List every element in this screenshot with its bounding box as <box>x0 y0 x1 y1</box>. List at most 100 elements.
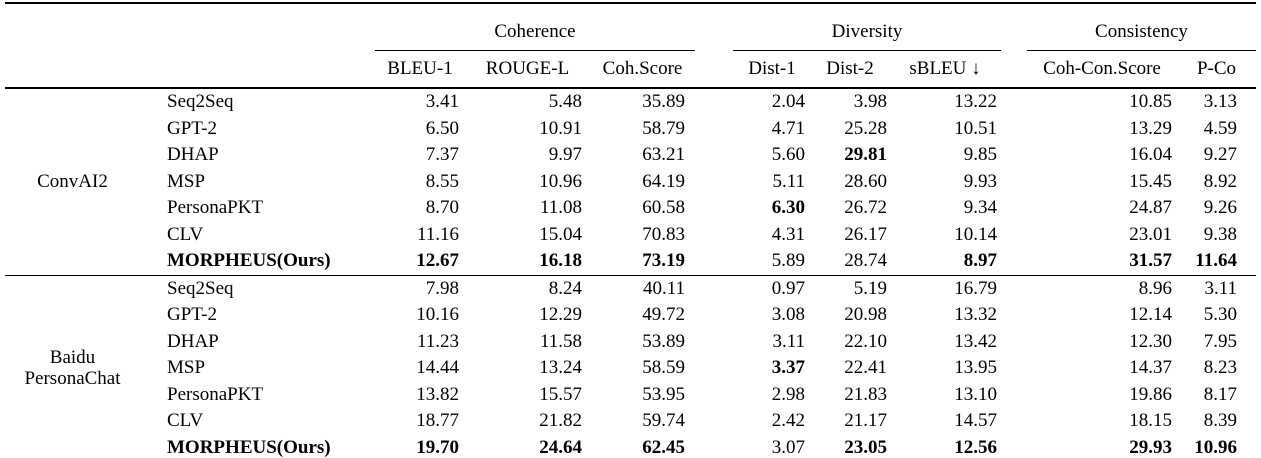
value-cell: 3.11 <box>772 330 805 352</box>
column-gap <box>1001 302 1027 329</box>
value-cell: 8.23 <box>1203 357 1237 379</box>
value-cell: 13.24 <box>539 357 582 379</box>
column-gap <box>695 3 733 51</box>
value-cell: 7.98 <box>375 274 465 302</box>
value-cell: 23.01 <box>1129 223 1172 245</box>
value-cell: 15.45 <box>1129 170 1172 192</box>
dataset-label-line: ConvAI2 <box>37 171 108 193</box>
value-cell: 5.89 <box>771 250 805 272</box>
value-cell: 9.93 <box>963 170 997 192</box>
column-gap <box>695 142 733 169</box>
dataset-label: ConvAI2 <box>5 88 140 275</box>
column-gap <box>695 222 733 249</box>
column-header-row: BLEU-1 ROUGE-L Coh.Score Dist-1 Dist-2 s… <box>5 50 1256 89</box>
column-gap <box>1001 382 1027 409</box>
table-row: PersonaPKT 8.70 11.08 60.58 6.30 26.72 9.34 24.… <box>5 195 1256 222</box>
value-cell: 20.98 <box>844 304 887 326</box>
column-gap <box>1001 355 1027 382</box>
value-cell: 24.64 <box>539 436 582 458</box>
table-row: MSP 8.55 10.96 64.19 5.11 28.60 9.93 15.45 8.92 <box>5 169 1256 196</box>
value-cell: 63.21 <box>642 144 685 166</box>
value-cell: 8.39 <box>1203 410 1237 432</box>
value-cell: 3.98 <box>853 91 887 113</box>
value-cell: 10.91 <box>539 117 582 139</box>
value-cell: 2.04 <box>771 91 805 113</box>
dataset-label-line: PersonaChat <box>24 368 121 390</box>
value-cell: 12.56 <box>954 436 997 458</box>
value-cell: 12.30 <box>1129 330 1172 352</box>
method-cell: CLV <box>167 410 204 432</box>
value-cell: 25.28 <box>844 117 887 139</box>
value-cell: 2.98 <box>771 383 805 405</box>
column-gap <box>1001 50 1027 89</box>
method-cell: DHAP <box>167 144 219 166</box>
value-cell: 64.19 <box>642 170 685 192</box>
column-gap <box>1001 116 1027 143</box>
column-gap <box>695 382 733 409</box>
value-cell: 6.50 <box>425 117 459 139</box>
value-cell: 14.37 <box>1129 357 1172 379</box>
column-gap <box>695 274 733 302</box>
value-cell: 14.44 <box>416 357 459 379</box>
value-cell: 28.60 <box>844 170 887 192</box>
value-cell: 13.95 <box>954 357 997 379</box>
value-cell: 26.72 <box>844 197 887 219</box>
col-header-dist-2: Dist-2 <box>811 50 889 89</box>
value-cell: 11.64 <box>1195 250 1237 272</box>
column-gap <box>695 248 733 275</box>
value-cell: 7.95 <box>1203 330 1237 352</box>
value-cell: 14.57 <box>954 410 997 432</box>
value-cell: 10.16 <box>416 304 459 326</box>
value-cell: 18.77 <box>416 410 459 432</box>
value-cell: 3.41 <box>425 91 459 113</box>
column-gap <box>695 88 733 116</box>
value-cell: 16.18 <box>539 250 582 272</box>
col-header-sbleu-down: sBLEU ↓ <box>889 50 1001 89</box>
value-cell: 29.93 <box>1129 436 1172 458</box>
value-cell: 11.23 <box>416 330 459 352</box>
value-cell: 21.83 <box>844 383 887 405</box>
value-cell: 5.30 <box>1203 304 1237 326</box>
value-cell: 15.04 <box>539 223 582 245</box>
value-cell: 12.29 <box>539 304 582 326</box>
table-row: DHAP 7.37 9.97 63.21 5.60 29.81 9.85 16.04 9.27 <box>5 142 1256 169</box>
value-cell: 8.55 <box>425 170 459 192</box>
col-header-bleu-1: BLEU-1 <box>375 50 465 89</box>
column-gap <box>695 50 733 89</box>
value-cell: 5.19 <box>811 274 889 302</box>
table-row: MSP 14.44 13.24 58.59 3.37 22.41 13.95 14.37 8.2… <box>5 355 1256 382</box>
method-cell: DHAP <box>167 330 219 352</box>
value-cell: 13.82 <box>416 383 459 405</box>
value-cell: 19.70 <box>416 436 459 458</box>
method-cell: PersonaPKT <box>167 197 264 219</box>
method-cell: PersonaPKT <box>167 383 264 405</box>
value-cell: 8.70 <box>425 197 459 219</box>
value-cell: 40.11 <box>590 274 695 302</box>
value-cell: 6.30 <box>771 197 805 219</box>
table-row: GPT-2 10.16 12.29 49.72 3.08 20.98 13.32 12.14 5… <box>5 302 1256 329</box>
value-cell: 3.11 <box>1177 274 1256 302</box>
column-gap <box>1001 408 1027 435</box>
column-gap <box>1001 222 1027 249</box>
value-cell: 9.27 <box>1203 144 1237 166</box>
corner-blank-cell <box>5 3 375 51</box>
value-cell: 21.82 <box>539 410 582 432</box>
value-cell: 62.45 <box>642 436 685 458</box>
value-cell: 13.32 <box>954 304 997 326</box>
table-row: CLV 11.16 15.04 70.83 4.31 26.17 10.14 23.01 9.3… <box>5 222 1256 249</box>
method-cell: GPT-2 <box>167 117 217 139</box>
method-cell: Seq2Seq <box>140 274 375 302</box>
value-cell: 15.57 <box>539 383 582 405</box>
column-gap <box>1001 142 1027 169</box>
column-gap <box>695 408 733 435</box>
col-header-p-co: P-Co <box>1177 50 1256 89</box>
method-cell: MSP <box>167 170 206 192</box>
column-gap <box>695 355 733 382</box>
column-gap <box>695 169 733 196</box>
value-cell: 8.97 <box>963 250 997 272</box>
value-cell: 10.14 <box>954 223 997 245</box>
value-cell: 9.38 <box>1203 223 1237 245</box>
value-cell: 35.89 <box>642 91 685 113</box>
value-cell: 18.15 <box>1129 410 1172 432</box>
column-gap <box>695 116 733 143</box>
